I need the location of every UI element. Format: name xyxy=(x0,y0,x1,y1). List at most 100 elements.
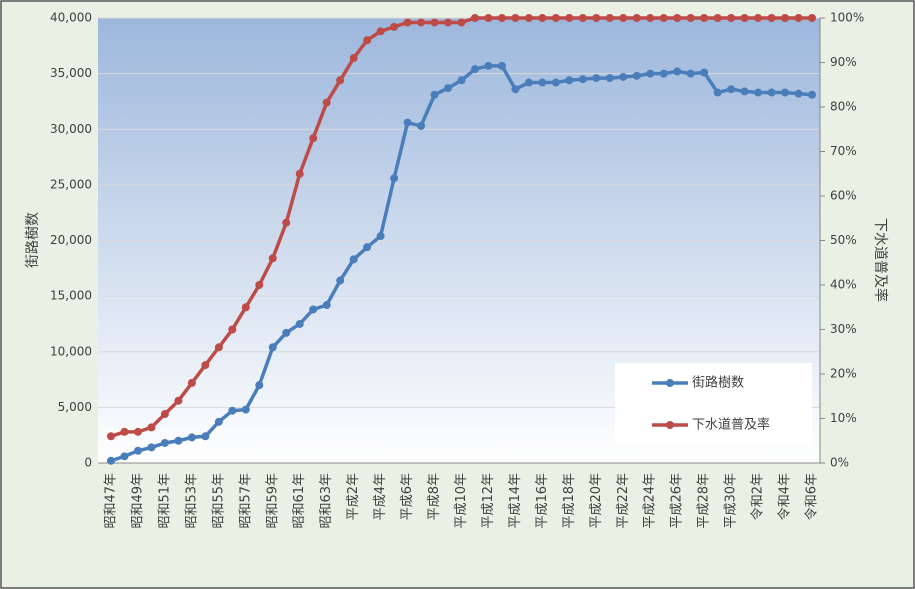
y2-tick-label: 30% xyxy=(830,322,857,336)
data-point xyxy=(673,67,682,76)
data-point xyxy=(120,452,129,461)
data-point xyxy=(430,18,439,27)
data-point xyxy=(470,14,479,22)
data-point xyxy=(160,410,169,419)
x-tick-label: 昭和63年 xyxy=(319,473,334,529)
data-point xyxy=(349,255,358,264)
data-point xyxy=(538,14,547,22)
x-tick-label: 平成24年 xyxy=(643,473,658,529)
data-point xyxy=(565,76,574,85)
x-tick-label: 平成8年 xyxy=(427,473,442,520)
data-point xyxy=(214,417,223,426)
y-tick-label: 40,000 xyxy=(50,11,92,25)
x-tick-label: 平成22年 xyxy=(616,473,631,529)
data-point xyxy=(632,71,641,80)
y2-tick-label: 50% xyxy=(830,233,857,247)
data-point xyxy=(160,438,169,447)
data-point xyxy=(619,14,628,22)
y-tick-label: 10,000 xyxy=(50,344,92,358)
legend-label: 街路樹数 xyxy=(692,375,744,391)
x-tick-label: 平成28年 xyxy=(697,473,712,529)
data-point xyxy=(201,432,210,441)
data-point xyxy=(673,14,682,22)
legend-marker xyxy=(666,379,674,387)
data-point xyxy=(713,14,722,22)
data-point xyxy=(201,361,210,370)
data-point xyxy=(470,65,479,74)
x-tick-label: 昭和49年 xyxy=(130,473,145,529)
data-point xyxy=(632,14,641,22)
y2-tick-label: 20% xyxy=(830,367,857,381)
data-point xyxy=(551,14,560,22)
data-point xyxy=(336,76,345,85)
data-point xyxy=(619,72,628,81)
x-tick-label: 平成16年 xyxy=(535,473,550,529)
data-point xyxy=(417,18,426,27)
data-point xyxy=(107,456,115,465)
data-point xyxy=(605,74,614,83)
y-tick-label: 15,000 xyxy=(50,289,92,303)
x-tick-label: 昭和53年 xyxy=(184,473,199,529)
data-point xyxy=(511,85,520,94)
legend-marker xyxy=(666,421,674,429)
data-point xyxy=(376,27,385,36)
data-point xyxy=(120,427,129,436)
data-point xyxy=(659,14,668,22)
y-tick-label: 20,000 xyxy=(50,233,92,247)
y2-tick-label: 80% xyxy=(830,100,857,114)
data-point xyxy=(808,14,816,22)
x-tick-label: 平成20年 xyxy=(589,473,604,529)
y2-tick-label: 90% xyxy=(830,55,857,69)
data-point xyxy=(808,90,816,99)
data-point xyxy=(444,18,453,27)
data-point xyxy=(282,328,291,337)
x-tick-label: 平成12年 xyxy=(481,473,496,529)
y-axis-title: 街路樹数 xyxy=(25,212,41,268)
data-point xyxy=(376,232,385,241)
data-point xyxy=(700,14,709,22)
data-point xyxy=(578,75,587,84)
data-point xyxy=(282,218,291,227)
data-point xyxy=(754,14,763,22)
x-tick-label: 平成30年 xyxy=(724,473,739,529)
y-tick-label: 5,000 xyxy=(58,400,92,414)
data-point xyxy=(767,14,776,22)
data-point xyxy=(309,134,318,143)
data-point xyxy=(241,405,250,414)
y2-tick-label: 40% xyxy=(830,278,857,292)
data-point xyxy=(403,18,412,27)
data-point xyxy=(754,88,763,97)
x-tick-label: 令和4年 xyxy=(778,473,793,520)
data-point xyxy=(781,14,790,22)
x-tick-label: 平成6年 xyxy=(400,473,415,520)
x-tick-label: 平成18年 xyxy=(562,473,577,529)
data-point xyxy=(295,319,304,328)
data-point xyxy=(214,343,223,352)
data-point xyxy=(457,18,466,27)
data-point xyxy=(107,432,115,441)
x-tick-label: 昭和59年 xyxy=(265,473,280,529)
data-point xyxy=(565,14,574,22)
data-point xyxy=(524,14,533,22)
data-point xyxy=(363,36,372,45)
data-point xyxy=(390,22,399,31)
data-point xyxy=(349,54,358,63)
data-point xyxy=(713,88,722,97)
x-tick-label: 昭和47年 xyxy=(104,473,119,529)
data-point xyxy=(417,121,426,130)
data-point xyxy=(133,427,142,436)
data-point xyxy=(592,74,601,83)
x-tick-label: 昭和55年 xyxy=(211,473,226,529)
data-point xyxy=(497,61,506,70)
data-point xyxy=(241,303,250,312)
x-tick-label: 昭和57年 xyxy=(238,473,253,529)
y2-tick-label: 0% xyxy=(830,456,849,470)
x-tick-label: 昭和51年 xyxy=(157,473,172,529)
data-point xyxy=(268,254,277,263)
data-point xyxy=(255,281,264,289)
data-point xyxy=(309,305,318,314)
data-point xyxy=(484,14,493,22)
legend-box xyxy=(615,363,812,445)
data-point xyxy=(524,78,533,87)
